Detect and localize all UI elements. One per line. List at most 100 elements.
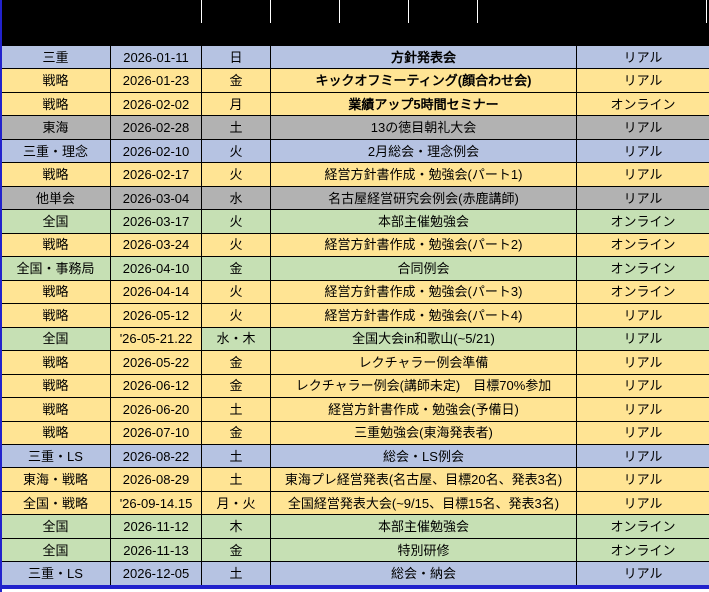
- cell-day[interactable]: 土: [201, 115, 271, 140]
- cell-format[interactable]: リアル: [576, 115, 709, 140]
- cell-date[interactable]: 2026-02-17: [110, 162, 202, 187]
- cell-event[interactable]: 本部主催勉強会: [270, 514, 577, 539]
- cell-event[interactable]: 総会・LS例会: [270, 443, 577, 469]
- cell-date[interactable]: 2026-08-22: [110, 443, 202, 469]
- cell-format[interactable]: オンライン: [576, 256, 709, 281]
- cell-format[interactable]: リアル: [576, 326, 709, 352]
- cell-category[interactable]: 戦略: [0, 162, 111, 187]
- cell-day[interactable]: 火: [201, 232, 271, 258]
- cell-format[interactable]: リアル: [576, 162, 709, 187]
- cell-event[interactable]: 経営方針書作成・勉強会(パート2): [270, 232, 577, 258]
- cell-day[interactable]: 土: [201, 397, 271, 422]
- cell-event[interactable]: キックオフミーティング(顔合わせ会): [270, 68, 577, 93]
- cell-event[interactable]: 本部主催勉強会: [270, 209, 577, 234]
- cell-category[interactable]: 三重・理念: [0, 138, 111, 164]
- cell-format[interactable]: リアル: [576, 138, 709, 164]
- cell-category[interactable]: 全国: [0, 514, 111, 539]
- cell-date[interactable]: '26-05-21.22: [110, 326, 202, 352]
- cell-category[interactable]: 戦略: [0, 303, 111, 328]
- cell-category[interactable]: 三重・LS: [0, 443, 111, 469]
- cell-format[interactable]: オンライン: [576, 514, 709, 539]
- cell-day[interactable]: 金: [201, 350, 271, 375]
- cell-event[interactable]: 経営方針書作成・勉強会(予備日): [270, 397, 577, 422]
- cell-event[interactable]: 東海プレ経営発表(名古屋、目標20名、発表3名): [270, 467, 577, 492]
- cell-category[interactable]: 戦略: [0, 279, 111, 305]
- cell-event[interactable]: 方針発表会: [270, 44, 577, 70]
- cell-format[interactable]: リアル: [576, 443, 709, 469]
- cell-day[interactable]: 火: [201, 138, 271, 164]
- cell-category[interactable]: 戦略: [0, 397, 111, 422]
- cell-day[interactable]: 火: [201, 162, 271, 187]
- cell-date[interactable]: 2026-03-24: [110, 232, 202, 258]
- cell-day[interactable]: 金: [201, 420, 271, 445]
- cell-event[interactable]: 総会・納会: [270, 561, 577, 586]
- cell-format[interactable]: リアル: [576, 561, 709, 586]
- cell-format[interactable]: リアル: [576, 420, 709, 445]
- cell-date[interactable]: 2026-03-17: [110, 209, 202, 234]
- cell-category[interactable]: 戦略: [0, 68, 111, 93]
- cell-format[interactable]: リアル: [576, 373, 709, 399]
- cell-category[interactable]: 戦略: [0, 373, 111, 399]
- cell-date[interactable]: 2026-06-20: [110, 397, 202, 422]
- cell-date[interactable]: '26-09-14.15: [110, 490, 202, 516]
- cell-event[interactable]: 13の徳目朝礼大会: [270, 115, 577, 140]
- cell-category[interactable]: 戦略: [0, 350, 111, 375]
- cell-day[interactable]: 月: [201, 91, 271, 117]
- cell-category[interactable]: 戦略: [0, 420, 111, 445]
- cell-day[interactable]: 金: [201, 537, 271, 563]
- cell-date[interactable]: 2026-05-22: [110, 350, 202, 375]
- cell-category[interactable]: 三重: [0, 44, 111, 70]
- cell-date[interactable]: 2026-01-23: [110, 68, 202, 93]
- cell-day[interactable]: 日: [201, 44, 271, 70]
- cell-date[interactable]: 2026-11-12: [110, 514, 202, 539]
- cell-format[interactable]: リアル: [576, 68, 709, 93]
- cell-day[interactable]: 月・火: [201, 490, 271, 516]
- cell-day[interactable]: 土: [201, 561, 271, 586]
- cell-format[interactable]: リアル: [576, 350, 709, 375]
- cell-date[interactable]: 2026-12-05: [110, 561, 202, 586]
- cell-category[interactable]: 戦略: [0, 232, 111, 258]
- cell-date[interactable]: 2026-04-10: [110, 256, 202, 281]
- cell-event[interactable]: 名古屋経営研究会例会(赤鹿講師): [270, 185, 577, 211]
- cell-date[interactable]: 2026-05-12: [110, 303, 202, 328]
- cell-format[interactable]: リアル: [576, 185, 709, 211]
- cell-date[interactable]: 2026-04-14: [110, 279, 202, 305]
- cell-day[interactable]: 火: [201, 279, 271, 305]
- cell-category[interactable]: 他単会: [0, 185, 111, 211]
- cell-category[interactable]: 戦略: [0, 91, 111, 117]
- cell-date[interactable]: 2026-02-10: [110, 138, 202, 164]
- cell-day[interactable]: 火: [201, 303, 271, 328]
- cell-day[interactable]: 土: [201, 467, 271, 492]
- cell-day[interactable]: 火: [201, 209, 271, 234]
- cell-day[interactable]: 金: [201, 373, 271, 399]
- cell-event[interactable]: レクチャラー例会(講師未定) 目標70%参加: [270, 373, 577, 399]
- cell-category[interactable]: 全国: [0, 537, 111, 563]
- cell-day[interactable]: 水: [201, 185, 271, 211]
- cell-date[interactable]: 2026-06-12: [110, 373, 202, 399]
- cell-event[interactable]: 業績アップ5時間セミナー: [270, 91, 577, 117]
- cell-date[interactable]: 2026-07-10: [110, 420, 202, 445]
- cell-format[interactable]: リアル: [576, 467, 709, 492]
- cell-event[interactable]: 経営方針書作成・勉強会(パート4): [270, 303, 577, 328]
- cell-format[interactable]: オンライン: [576, 537, 709, 563]
- cell-date[interactable]: 2026-02-28: [110, 115, 202, 140]
- cell-format[interactable]: オンライン: [576, 279, 709, 305]
- cell-event[interactable]: 経営方針書作成・勉強会(パート1): [270, 162, 577, 187]
- cell-format[interactable]: リアル: [576, 44, 709, 70]
- cell-date[interactable]: 2026-08-29: [110, 467, 202, 492]
- cell-event[interactable]: レクチャラー例会準備: [270, 350, 577, 375]
- cell-date[interactable]: 2026-02-02: [110, 91, 202, 117]
- cell-event[interactable]: 特別研修: [270, 537, 577, 563]
- cell-category[interactable]: 全国・戦略: [0, 490, 111, 516]
- cell-category[interactable]: 東海: [0, 115, 111, 140]
- cell-event[interactable]: 全国大会in和歌山(~5/21): [270, 326, 577, 352]
- cell-event[interactable]: 全国経営発表大会(~9/15、目標15名、発表3名): [270, 490, 577, 516]
- cell-date[interactable]: 2026-11-13: [110, 537, 202, 563]
- cell-event[interactable]: 経営方針書作成・勉強会(パート3): [270, 279, 577, 305]
- cell-day[interactable]: 金: [201, 256, 271, 281]
- cell-date[interactable]: 2026-01-11: [110, 44, 202, 70]
- cell-day[interactable]: 金: [201, 68, 271, 93]
- cell-format[interactable]: オンライン: [576, 91, 709, 117]
- cell-date[interactable]: 2026-03-04: [110, 185, 202, 211]
- cell-day[interactable]: 水・木: [201, 326, 271, 352]
